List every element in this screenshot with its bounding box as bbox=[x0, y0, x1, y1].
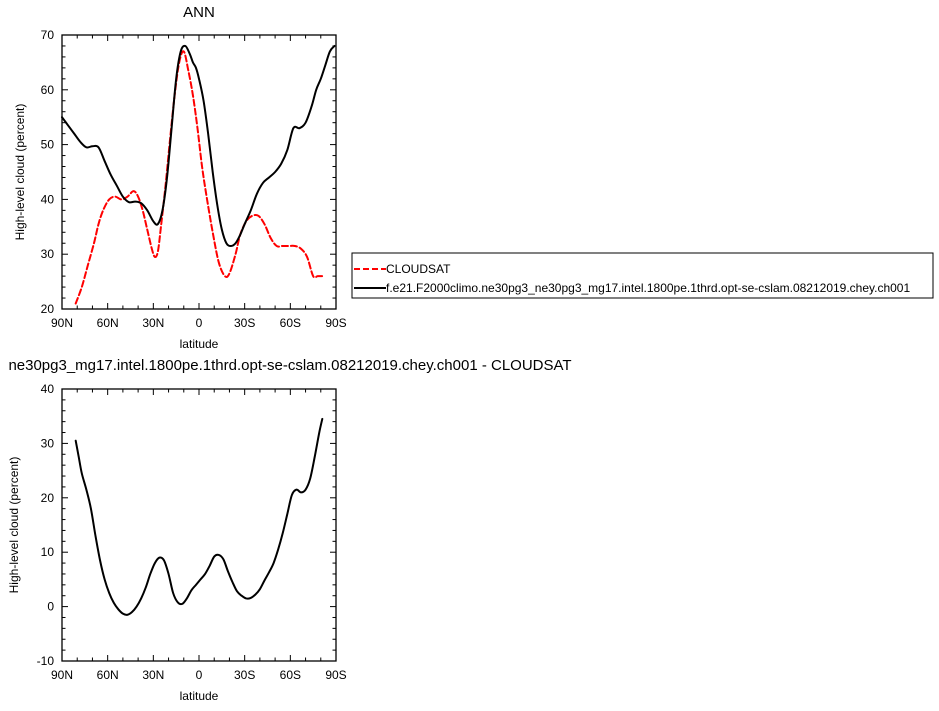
y-tick-label: 50 bbox=[41, 138, 55, 152]
series-line-cloudsat bbox=[74, 50, 324, 305]
bottom-chart-title: ne30pg3_mg17.intel.1800pe.1thrd.opt-se-c… bbox=[8, 357, 571, 374]
legend-box bbox=[351, 252, 934, 299]
y-tick-label: 40 bbox=[41, 192, 55, 206]
x-tick-label: 0 bbox=[196, 668, 203, 682]
top-plot-area: 20 30 40 50 60 70 90N 60N 30N 0 30S 60S 90S bbox=[41, 28, 347, 330]
legend-label-model: f.e21.F2000climo.ne30pg3_ne30pg3_mg17.in… bbox=[386, 281, 910, 295]
bottom-plot-area: -10 0 10 20 30 40 90N 60N 30N 0 30S 60S 90S bbox=[37, 382, 347, 682]
y-tick-label: 70 bbox=[41, 28, 55, 42]
x-tick-label: 30S bbox=[234, 668, 255, 682]
y-tick-label: 20 bbox=[41, 491, 55, 505]
y-tick-label: 60 bbox=[41, 83, 55, 97]
y-tick-label: 30 bbox=[41, 247, 55, 261]
y-tick-label: 10 bbox=[41, 545, 55, 559]
y-tick-label: 20 bbox=[41, 302, 55, 316]
top-panel: ANN 20 30 40 50 60 70 90N 60N 30N 0 30S 60S 90S lati… bbox=[13, 4, 347, 351]
y-tick-label: 0 bbox=[47, 600, 54, 614]
x-tick-label: 60S bbox=[280, 316, 301, 330]
top-y-axis-label: High-level cloud (percent) bbox=[13, 104, 27, 241]
x-tick-label: 30N bbox=[142, 668, 164, 682]
x-tick-label: 90N bbox=[51, 316, 73, 330]
legend: CLOUDSAT f.e21.F2000climo.ne30pg3_ne30pg… bbox=[351, 252, 934, 299]
x-tick-label: 0 bbox=[196, 316, 203, 330]
x-tick-label: 30S bbox=[234, 316, 255, 330]
x-tick-label: 90S bbox=[325, 316, 346, 330]
series-line-difference bbox=[74, 417, 324, 616]
y-tick-label: -10 bbox=[37, 654, 55, 668]
x-tick-label: 60N bbox=[97, 316, 119, 330]
x-tick-label: 90S bbox=[325, 668, 346, 682]
top-x-axis-label: latitude bbox=[180, 337, 219, 351]
y-tick-label: 30 bbox=[41, 436, 55, 450]
legend-label-cloudsat: CLOUDSAT bbox=[386, 262, 451, 276]
top-chart-title: ANN bbox=[183, 4, 215, 21]
series-line-model bbox=[61, 44, 336, 247]
bottom-panel: ne30pg3_mg17.intel.1800pe.1thrd.opt-se-c… bbox=[7, 357, 572, 703]
y-tick-label: 40 bbox=[41, 382, 55, 396]
x-tick-label: 60S bbox=[280, 668, 301, 682]
bottom-x-axis-label: latitude bbox=[180, 689, 219, 703]
x-tick-label: 30N bbox=[142, 316, 164, 330]
bottom-y-axis-label: High-level cloud (percent) bbox=[7, 457, 21, 594]
x-tick-label: 60N bbox=[97, 668, 119, 682]
x-tick-label: 90N bbox=[51, 668, 73, 682]
plot-frame bbox=[61, 388, 337, 662]
